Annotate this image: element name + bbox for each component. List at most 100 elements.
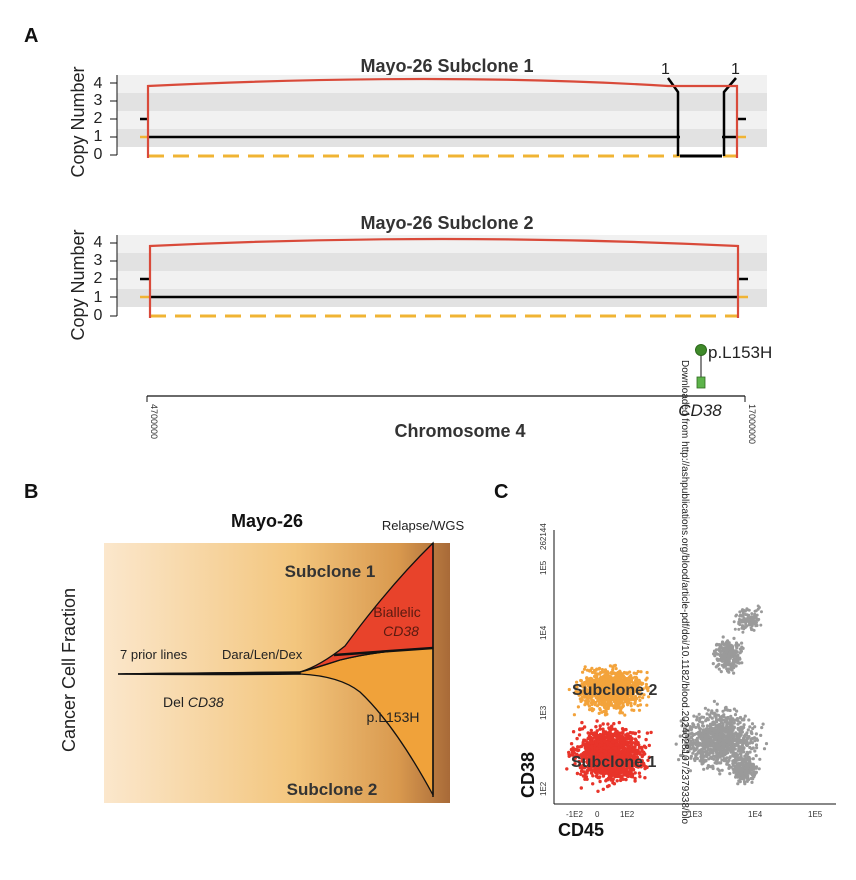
flow-event [618,669,622,673]
flow-event [619,687,623,692]
flow-event [719,670,723,674]
flow-event [641,762,646,767]
flow-event [752,767,756,771]
flow-event [748,741,752,745]
flow-event [591,757,595,761]
flow-event [705,724,710,728]
flow-event [614,667,618,671]
flow-event [745,607,749,611]
flow-event [754,771,758,775]
flow-event [725,725,729,729]
flow-event [695,718,699,722]
flow-event [611,668,615,672]
flow-event [606,722,610,726]
gene-box [696,376,706,389]
flow-event [759,623,763,627]
flow-event [732,725,736,729]
flow-event [743,714,747,718]
flow-event [607,746,611,750]
flow-event [725,756,729,760]
flow-event [731,739,735,743]
flow-event [722,642,726,647]
flow-event [703,747,707,751]
flow-event [710,739,715,743]
flow-event [719,719,723,723]
flow-event [609,757,613,761]
flow-event [751,757,755,761]
flow-event [742,777,746,781]
flow-event [630,708,634,712]
flow-event [596,692,600,697]
flow-event [593,674,597,679]
flow-event [695,715,699,719]
flow-event [738,623,742,627]
flow-event [740,718,744,722]
flow-event [596,775,600,780]
flow-event [747,735,751,739]
flow-event [624,687,628,691]
flow-event [750,612,754,616]
flow-event [714,746,718,750]
flow-event [762,747,767,751]
flow-event [628,745,632,750]
flow-event [595,742,599,746]
flow-event [721,741,725,746]
flow-event [603,688,607,692]
flow-event [603,697,607,701]
flow-event [716,761,720,765]
flow-event [623,750,627,755]
flow-event [601,722,605,726]
flow-event [717,643,721,647]
flow-event [709,711,713,715]
flow-event [738,721,742,725]
flow-event [628,735,633,739]
flow-event [692,714,696,718]
flow-plot: Subclone 2 Subclone 1 1E2 1E3 1E4 1E5 26… [518,523,836,840]
flow-event [582,667,587,671]
flow-event [622,675,626,680]
flow-event [647,695,651,699]
flow-event [735,755,740,759]
flow-event [732,768,736,772]
ytick-4: 4 [94,234,103,251]
flow-event [743,759,748,763]
flow-event [622,728,626,732]
flow-event [619,672,623,676]
flow-event [731,754,736,758]
flow-event [583,703,587,707]
flow-event [610,735,615,739]
flow-event [717,662,721,667]
flow-event [753,739,757,743]
flow-event [732,721,736,725]
flow-event [592,668,597,673]
flow-event [731,759,735,763]
flow-event [598,672,602,676]
xtick-1e4: 1E4 [748,810,763,819]
flow-event [741,630,745,634]
flow-event [612,691,616,695]
flow-event [602,739,607,744]
flow-event [722,738,727,742]
flow-event [578,764,583,768]
flow-event [638,703,643,707]
flow-event [694,756,698,760]
flow-event [705,751,709,755]
flow-event [733,649,737,653]
flow-event [684,724,688,728]
flow-event [739,754,743,758]
flow-event [614,693,618,697]
flow-event [623,689,627,694]
flow-event [729,765,733,769]
flow-event [727,652,731,657]
flow-event [632,750,637,754]
flow-event [708,715,712,719]
flow-event [592,707,596,712]
flow-event [684,741,688,745]
flow-event [726,639,730,643]
flow-event [712,711,717,715]
flow-event [732,636,736,641]
flow-event [614,734,619,739]
flow-event [605,675,609,679]
flow-event [729,750,733,754]
flow-event [698,719,702,724]
